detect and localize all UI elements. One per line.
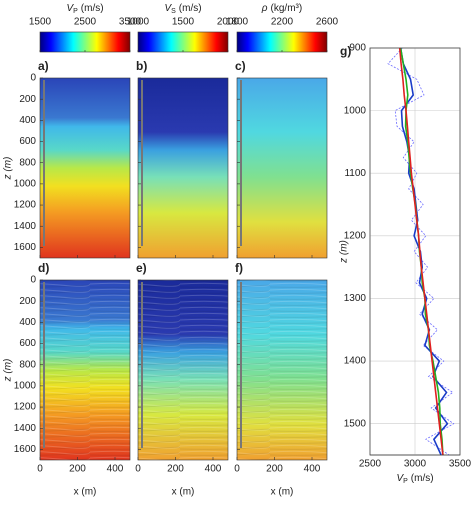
y-axis-label: z (m) (339, 240, 350, 264)
x-tick-label: 0 (234, 464, 240, 475)
panel-frame (236, 77, 328, 259)
y-tick-label: 1600 (14, 242, 37, 253)
y-tick-label: 200 (19, 296, 36, 307)
x-axis-label: x (m) (74, 487, 97, 498)
model-texture (237, 280, 327, 460)
x-tick-label: 0 (135, 464, 141, 475)
colorbar (137, 31, 229, 53)
panel-frame (236, 279, 328, 461)
y-tick-label: 600 (19, 136, 36, 147)
label-symbol: V (66, 3, 74, 14)
axis-label: VS (m/s) (164, 3, 201, 15)
axis-label: ρ (kg/m³) (261, 3, 302, 14)
colorbar-tick-label: 1000 (127, 17, 150, 28)
colorbar-tick-label: 2500 (74, 17, 97, 28)
x-tick-label: 400 (205, 464, 222, 475)
label-symbol: V (396, 473, 404, 484)
y-tick-label: 1600 (14, 444, 37, 455)
colorbar (39, 31, 131, 53)
x-tick-label: 3000 (404, 459, 427, 470)
well-log-plot: g) 2500 3000 3500 900 1000 1100 1200 1300 1400 150… (339, 43, 472, 485)
colorbar-tick-label: 2200 (271, 17, 294, 28)
y-tick-label: 1000 (14, 179, 37, 190)
model-image (138, 78, 228, 258)
colorbar-tick-label: 1500 (172, 17, 195, 28)
model-texture (138, 280, 228, 460)
y-tick-label: 900 (349, 43, 366, 54)
panel-label: d) (38, 261, 49, 275)
y-tick-label: 1400 (344, 356, 367, 367)
y-tick-label: 1200 (14, 402, 37, 413)
y-axis-label: z (m) (3, 157, 14, 181)
y-tick-label: 600 (19, 338, 36, 349)
y-tick-label: 800 (19, 359, 36, 370)
colorbar-tick-label: 3500 (119, 17, 142, 28)
label-symbol: V (164, 3, 172, 14)
label-subscript: P (403, 478, 408, 485)
label-subscript: P (73, 8, 78, 15)
y-tick-label: 1200 (14, 200, 37, 211)
y-tick-label: 0 (30, 275, 36, 286)
colorbar-tick-label: 1500 (29, 17, 52, 28)
x-tick-label: 2500 (359, 459, 382, 470)
model-texture (40, 280, 130, 460)
colorbar-tick-label: 2600 (316, 17, 339, 28)
axis-label: VP (m/s) (396, 473, 433, 485)
y-tick-label: 400 (19, 317, 36, 328)
panel-label: a) (38, 59, 49, 73)
model-image (237, 78, 327, 258)
log-curve (398, 47, 444, 456)
y-tick-label: 1500 (344, 418, 367, 429)
x-axis-label: x (m) (172, 487, 195, 498)
plot-frame (369, 47, 461, 456)
label-symbol: ρ (261, 3, 268, 14)
y-tick-label: 1400 (14, 221, 37, 232)
label-subscript: S (171, 8, 176, 15)
panel-label: f) (235, 261, 243, 275)
label-unit: (m/s) (81, 3, 104, 14)
panel-label: e) (136, 261, 147, 275)
label-unit: (m/s) (179, 3, 202, 14)
x-tick-label: 3500 (449, 459, 472, 470)
y-tick-label: 1000 (344, 105, 367, 116)
panel-label: c) (235, 59, 246, 73)
label-unit: (m/s) (411, 473, 434, 484)
y-tick-label: 400 (19, 115, 36, 126)
y-tick-label: 800 (19, 157, 36, 168)
model-image (40, 78, 130, 258)
y-axis-label: z (m) (3, 359, 14, 383)
panel-frame (137, 279, 229, 461)
panel-label: g) (340, 44, 351, 58)
panel-frame (39, 279, 131, 461)
colorbar-tick-label: 2000 (217, 17, 240, 28)
x-tick-label: 200 (266, 464, 283, 475)
panel-frame (137, 77, 229, 259)
x-axis-label: x (m) (271, 487, 294, 498)
y-tick-label: 1200 (344, 230, 367, 241)
axis-label: VP (m/s) (66, 3, 103, 15)
log-curve (387, 47, 455, 456)
panel-frame (39, 77, 131, 259)
y-tick-label: 1300 (344, 293, 367, 304)
label-unit: (kg/m³) (271, 3, 303, 14)
panel-label: b) (136, 59, 147, 73)
x-tick-label: 200 (69, 464, 86, 475)
x-tick-label: 0 (37, 464, 43, 475)
y-tick-label: 1100 (344, 168, 366, 179)
y-tick-label: 200 (19, 94, 36, 105)
colorbar (236, 31, 328, 53)
x-tick-label: 200 (167, 464, 184, 475)
y-tick-label: 1000 (14, 381, 37, 392)
y-tick-label: 1400 (14, 423, 37, 434)
x-tick-label: 400 (304, 464, 321, 475)
x-tick-label: 400 (107, 464, 124, 475)
colorbar-tick-label: 1800 (226, 17, 249, 28)
y-tick-label: 0 (30, 73, 36, 84)
